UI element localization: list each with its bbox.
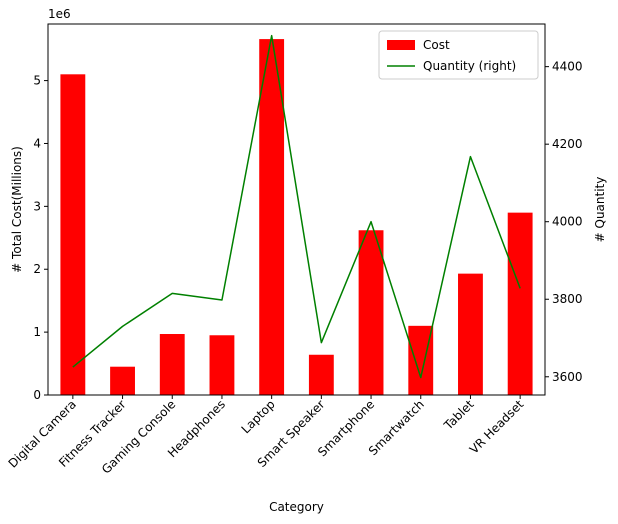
legend-label-quantity: Quantity (right) xyxy=(423,59,516,73)
bar-vr-headset xyxy=(507,212,533,395)
y2-axis-label: # Quantity xyxy=(593,177,607,243)
bar-headphones xyxy=(209,335,235,395)
plot-frame xyxy=(47,23,546,396)
x-tick-label: Laptop xyxy=(239,397,278,436)
y2-tick-label: 4400 xyxy=(552,60,583,74)
bar-tablet xyxy=(458,273,483,395)
bar-smartphone xyxy=(358,230,384,395)
y-tick-label: 0 xyxy=(33,388,41,402)
y-tick-label: 3 xyxy=(33,199,41,213)
bar-smart-speaker xyxy=(308,354,334,395)
y2-tick-label: 3600 xyxy=(552,370,583,384)
bar-laptop xyxy=(259,39,285,396)
bar-fitness-tracker xyxy=(110,366,135,395)
bars-layer xyxy=(60,39,533,396)
y-offset-label: 1e6 xyxy=(48,7,71,21)
y-tick-label: 5 xyxy=(33,74,41,88)
x-axis-label: Category xyxy=(269,500,324,514)
y-axis-label: # Total Cost(Millions) xyxy=(10,146,24,273)
bar-digital-camera xyxy=(60,74,86,395)
y-axis-right: 3600 3800 4000 4200 4400 xyxy=(545,60,583,384)
quantity-line xyxy=(72,34,521,379)
y-tick-label: 4 xyxy=(33,136,41,150)
legend-swatch-cost xyxy=(387,40,415,50)
line-layer xyxy=(72,34,521,379)
y-tick-label: 2 xyxy=(33,262,41,276)
y2-tick-label: 4000 xyxy=(552,215,583,229)
legend-box xyxy=(378,30,539,80)
x-tick-label: Tablet xyxy=(441,397,477,433)
y-tick-label: 1 xyxy=(33,325,41,339)
y-axis-left: 0 1 2 3 4 5 xyxy=(33,74,48,402)
y2-tick-label: 3800 xyxy=(552,292,583,306)
legend-label-cost: Cost xyxy=(423,38,450,52)
y2-tick-label: 4200 xyxy=(552,137,583,151)
bar-gaming-console xyxy=(159,334,185,395)
x-tick-label: VR Headset xyxy=(467,397,527,457)
legend: Cost Quantity (right) xyxy=(378,30,539,80)
